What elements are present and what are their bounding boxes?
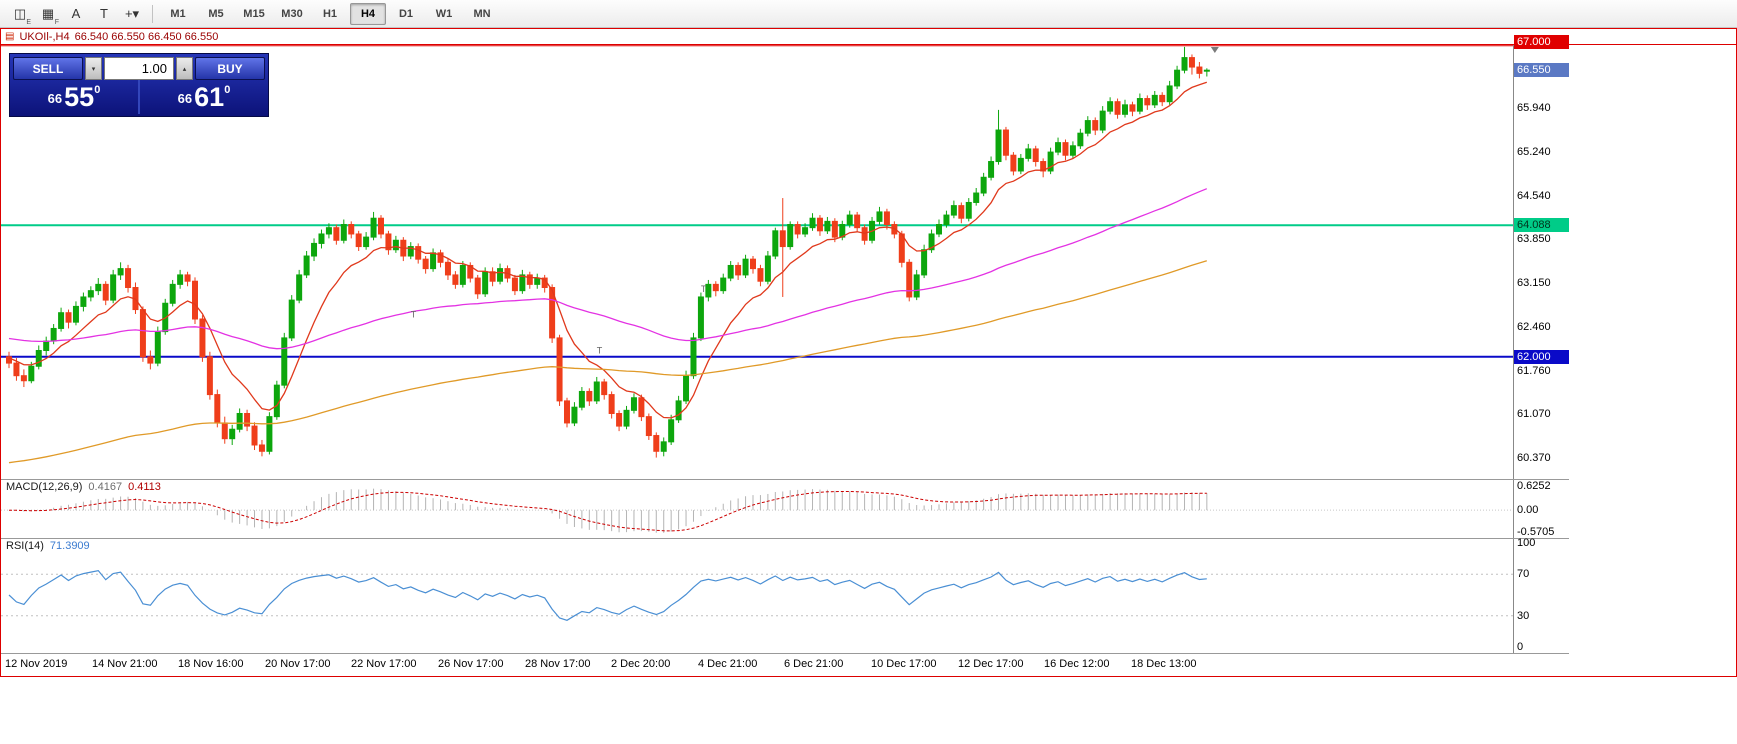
rsi-axis: 100 70 30 0 [1513,537,1569,653]
buy-button[interactable]: BUY [195,57,265,80]
volume-input[interactable] [104,57,174,80]
price-axis-label: 61.070 [1517,408,1551,420]
shapes-icon[interactable]: +▾ [124,5,140,21]
time-axis-label: 22 Nov 17:00 [351,658,417,670]
time-axis-label: 2 Dec 20:00 [611,658,671,670]
candlestick-chart-icon[interactable]: ◫ E [13,5,31,26]
sell-price-big: 55 [64,82,95,112]
rsi-name: RSI(14) [6,540,44,552]
time-axis-label: 6 Dec 21:00 [784,658,844,670]
time-axis-label: 10 Dec 17:00 [871,658,937,670]
price-axis[interactable]: 67.000 66.550 65.940 65.240 64.540 64.088 63.8… [1513,35,1569,479]
buy-price-prefix: 66 [177,91,193,106]
chart-title-symbol: UKOIl-,H4 [19,30,70,43]
rsi-panel[interactable]: RSI(14) 71.3909 [1,539,1513,653]
time-axis-label: 28 Nov 17:00 [525,658,591,670]
toolbar: ◫ E ▦ F A T +▾ M1 M5 M15 M30 H1 H4 D1 W1 MN [0,0,1737,28]
time-axis-label: 18 Dec 13:00 [1131,658,1197,670]
time-axis-label: 14 Nov 21:00 [92,658,158,670]
timeframe-button-h4[interactable]: H4 [350,2,386,25]
volume-increase-button[interactable]: ▴ [176,57,193,80]
timeframe-button-m15[interactable]: M15 [243,7,265,20]
sell-price-prefix: 66 [47,91,63,106]
time-axis-label: 12 Dec 17:00 [958,658,1024,670]
timeframe-button-d1[interactable]: D1 [398,7,414,20]
time-axis[interactable]: 12 Nov 2019 14 Nov 21:00 18 Nov 16:00 20 No… [1,654,1569,676]
buy-price: 66 61 0 [140,80,268,114]
macd-panel[interactable]: MACD(12,26,9) 0.4167 0.4113 [1,480,1513,538]
svg-text:T: T [411,310,417,320]
rsi-value: 71.3909 [49,540,90,552]
main-chart[interactable]: T T T SELL ▾ ▴ BUY [1,45,1513,479]
toolbar-separator [152,4,153,23]
rsi-axis-label: 0 [1517,641,1524,653]
time-axis-label: 18 Nov 16:00 [178,658,244,670]
timeframe-button-w1[interactable]: W1 [435,7,453,20]
candlestick-plot[interactable]: T T T [1,45,1513,479]
price-axis-label: 60.370 [1517,452,1551,464]
price-axis-label: 63.150 [1517,277,1551,289]
timeframe-buttons: M1 M5 M15 M30 H1 H4 D1 W1 MN [159,2,501,25]
price-level-badge: 67.000 [1514,35,1569,49]
sell-price-sup: 0 [94,84,101,96]
time-axis-label: 4 Dec 21:00 [698,658,758,670]
price-axis-label: 63.850 [1517,233,1551,245]
cursor-icon[interactable]: A [71,6,81,21]
price-axis-label: 62.460 [1517,321,1551,333]
buy-price-big: 61 [194,82,225,112]
price-axis-label: 64.540 [1517,190,1551,202]
timeframe-button-m1[interactable]: M1 [170,7,186,20]
rsi-axis-label: 30 [1517,610,1530,622]
text-label-icon[interactable]: T [100,6,108,21]
macd-label: MACD(12,26,9) 0.4167 0.4113 [6,481,161,493]
rsi-axis-label: 70 [1517,568,1530,580]
macd-axis-label: 0.00 [1517,504,1539,516]
price-level-badge: 64.088 [1514,218,1569,232]
macd-axis: 0.6252 0.00 -0.5705 [1513,480,1569,538]
trade-panel: SELL ▾ ▴ BUY 66 55 0 [9,53,269,117]
chart-icon: ▤ [5,30,15,42]
price-axis-label: 61.760 [1517,365,1551,377]
chart-window: ▤ UKOIl-,H4 66.540 66.550 66.450 66.550 … [0,28,1737,677]
toolbar-icons: ◫ E ▦ F A T +▾ [6,2,146,26]
timeframe-button-m5[interactable]: M5 [208,7,224,20]
price-level-badge: 62.000 [1514,350,1569,364]
svg-text:T: T [597,346,603,356]
price-axis-label: 65.940 [1517,102,1551,114]
price-axis-label: 65.240 [1517,146,1551,158]
price-level-badge: 66.550 [1514,63,1569,77]
timeframe-button-mn[interactable]: MN [473,7,491,20]
macd-signal-value: 0.4113 [128,481,161,493]
macd-name: MACD(12,26,9) [6,481,83,493]
sell-button[interactable]: SELL [13,57,83,80]
rsi-label: RSI(14) 71.3909 [6,540,90,552]
indicators-grid-icon[interactable]: ▦ F [41,5,59,26]
macd-plot[interactable] [1,480,1513,538]
time-axis-label: 26 Nov 17:00 [438,658,504,670]
volume-decrease-button[interactable]: ▾ [85,57,102,80]
timeframe-button-m30[interactable]: M30 [281,7,303,20]
macd-axis-label: 0.6252 [1517,480,1551,492]
timeframe-button-h1[interactable]: H1 [322,7,338,20]
macd-main-value: 0.4167 [88,481,123,493]
time-axis-label: 20 Nov 17:00 [265,658,331,670]
time-axis-label: 12 Nov 2019 [5,658,68,670]
trade-panel-divider [138,80,140,114]
svg-text:T: T [701,284,707,294]
rsi-plot[interactable] [1,539,1513,653]
time-axis-label: 16 Dec 12:00 [1044,658,1110,670]
rsi-axis-label: 100 [1517,537,1536,549]
window-right-margin [1569,45,1736,676]
chart-title-quotes: 66.540 66.550 66.450 66.550 [74,30,219,43]
sell-price: 66 55 0 [10,80,138,114]
macd-axis-label: -0.5705 [1517,526,1555,538]
buy-price-sup: 0 [224,84,231,96]
chart-title-bar: ▤ UKOIl-,H4 66.540 66.550 66.450 66.550 [1,29,1736,45]
